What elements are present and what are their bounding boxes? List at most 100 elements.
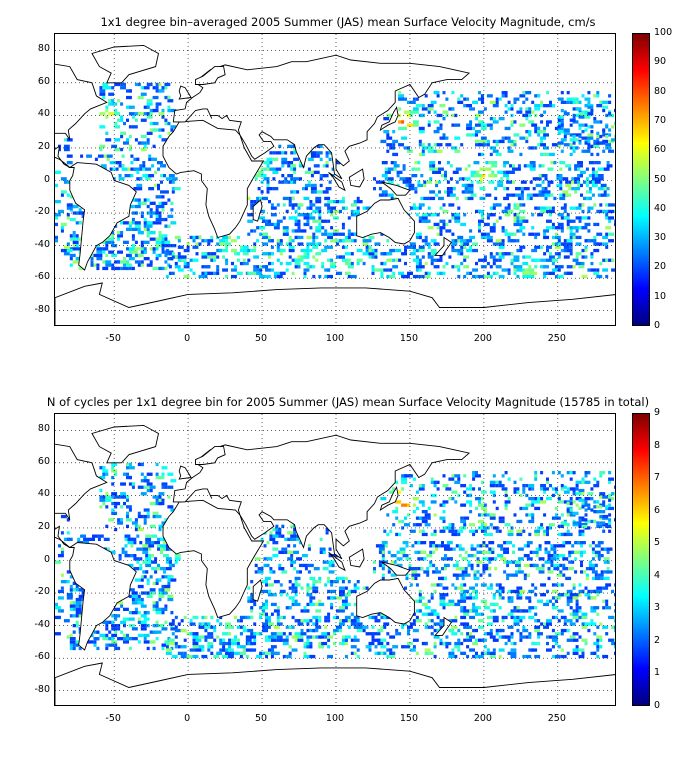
data-cell — [478, 487, 481, 491]
data-cell — [75, 601, 82, 605]
data-cell — [137, 253, 144, 258]
data-cell — [537, 94, 541, 98]
data-cell — [312, 255, 316, 259]
data-cell — [143, 475, 147, 480]
data-cell — [549, 526, 552, 530]
data-cell — [513, 271, 517, 275]
data-cell — [439, 226, 446, 230]
data-cell — [140, 597, 144, 602]
data-cell — [591, 174, 595, 178]
data-cell — [105, 115, 109, 119]
data-cell — [594, 544, 601, 548]
data-cell — [146, 581, 150, 585]
data-cell — [333, 615, 336, 620]
data-cell — [339, 622, 345, 626]
data-cell — [145, 167, 152, 171]
data-cell — [581, 248, 585, 253]
data-cell — [467, 563, 474, 568]
data-cell — [435, 567, 439, 571]
data-cell — [344, 586, 348, 590]
data-cell — [143, 144, 147, 148]
data-cell — [294, 229, 301, 233]
data-cell — [472, 532, 476, 537]
data-cell — [275, 151, 282, 155]
data-cell — [519, 123, 526, 127]
data-cell — [516, 248, 520, 253]
data-cell — [483, 602, 487, 607]
data-cell — [566, 471, 570, 475]
data-cell — [347, 232, 354, 236]
data-cell — [519, 493, 523, 498]
data-cell — [614, 641, 615, 646]
data-cell — [167, 485, 174, 489]
data-cell — [177, 239, 181, 243]
data-cell — [430, 500, 437, 504]
data-cell — [540, 120, 544, 124]
data-cell — [66, 161, 73, 165]
data-cell — [597, 187, 604, 191]
data-cell — [105, 263, 112, 267]
data-cell — [411, 576, 415, 581]
data-cell — [565, 183, 572, 188]
data-cell — [126, 524, 129, 528]
data-cell — [293, 167, 297, 171]
data-cell — [433, 628, 437, 633]
data-cell — [482, 563, 489, 568]
data-cell — [547, 576, 551, 581]
data-cell — [528, 130, 532, 134]
data-cell — [538, 544, 542, 548]
data-cell — [341, 222, 345, 227]
data-cell — [605, 274, 609, 279]
data-cell — [143, 518, 147, 522]
data-cell — [432, 544, 436, 548]
data-cell — [580, 193, 583, 197]
colorbar-tick-label: 4 — [654, 569, 661, 581]
data-cell — [566, 100, 570, 104]
data-cell — [608, 480, 612, 484]
data-cell — [469, 493, 473, 498]
data-cell — [365, 645, 372, 649]
data-cell — [593, 222, 597, 227]
data-cell — [454, 645, 461, 649]
data-cell — [143, 617, 150, 621]
data-cell — [315, 602, 319, 607]
data-cell — [225, 239, 229, 243]
data-cell — [409, 206, 416, 210]
data-cell — [433, 654, 437, 659]
data-cell — [69, 217, 76, 222]
data-cell — [457, 628, 461, 633]
data-cell — [140, 240, 144, 244]
data-cell — [225, 261, 229, 266]
data-cell — [427, 143, 431, 147]
data-cell — [222, 268, 228, 272]
data-cell — [525, 484, 529, 488]
data-cell — [543, 110, 547, 114]
data-cell — [222, 645, 226, 649]
data-cell — [489, 117, 496, 121]
data-cell — [560, 532, 567, 537]
data-cell — [373, 187, 376, 191]
data-cell — [528, 497, 535, 501]
data-cell — [414, 187, 418, 191]
data-cell — [557, 471, 561, 475]
data-cell — [293, 170, 297, 174]
data-cell — [78, 594, 85, 598]
data-cell — [253, 200, 257, 204]
data-cell — [429, 164, 433, 168]
data-cell — [114, 607, 121, 611]
data-cell — [97, 537, 101, 541]
data-cell — [565, 193, 572, 197]
data-cell — [585, 183, 589, 188]
data-cell — [412, 612, 416, 616]
data-cell — [368, 252, 375, 256]
data-cell — [165, 641, 172, 646]
data-cell — [559, 174, 563, 178]
data-cell — [174, 557, 181, 561]
data-cell — [282, 641, 289, 646]
data-cell — [476, 560, 483, 564]
x-tick-label: 250 — [547, 713, 566, 724]
data-cell — [608, 100, 612, 104]
data-cell — [287, 550, 294, 554]
data-cell — [510, 596, 514, 600]
data-cell — [526, 196, 530, 201]
